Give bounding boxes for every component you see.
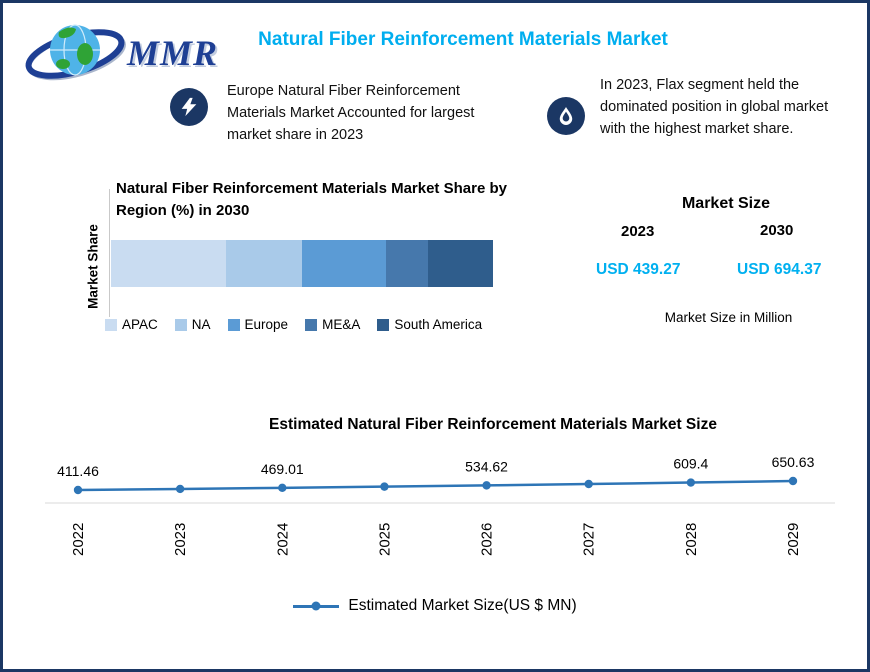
mmr-logo: MMR bbox=[23, 11, 223, 95]
legend-swatch bbox=[174, 318, 187, 331]
bar-segment-me-a bbox=[386, 240, 429, 287]
bar-segment-na bbox=[225, 240, 302, 287]
logo-text: MMR bbox=[127, 33, 219, 73]
data-point-2023 bbox=[175, 484, 185, 494]
x-axis-label: 2026 bbox=[479, 523, 496, 556]
legend-label: ME&A bbox=[322, 317, 361, 332]
data-point-2029 bbox=[788, 476, 798, 486]
bar-segment-apac bbox=[111, 240, 226, 287]
x-axis-label: 2025 bbox=[376, 523, 393, 556]
line-legend-label: Estimated Market Size(US $ MN) bbox=[348, 597, 577, 614]
data-label: 411.46 bbox=[57, 463, 99, 479]
data-label: 609.4 bbox=[673, 456, 708, 472]
data-label: 534.62 bbox=[465, 458, 508, 474]
line-chart-legend: Estimated Market Size(US $ MN) bbox=[3, 597, 867, 615]
data-point-2028 bbox=[686, 478, 696, 487]
legend-item: ME&A bbox=[305, 317, 360, 332]
legend-item: Europe bbox=[227, 317, 289, 332]
bar-chart-legend: APAC NA Europe ME&A South America bbox=[105, 317, 482, 332]
line-legend-dot bbox=[311, 601, 321, 611]
legend-swatch bbox=[105, 318, 117, 331]
legend-swatch bbox=[227, 318, 240, 331]
bar-chart-title: Natural Fiber Reinforcement Materials Ma… bbox=[116, 180, 507, 219]
data-point-2025 bbox=[380, 482, 389, 491]
market-size-note: Market Size in Million bbox=[664, 310, 793, 325]
legend-swatch bbox=[377, 318, 390, 331]
line-chart-title: Estimated Natural Fiber Reinforcement Ma… bbox=[269, 416, 717, 433]
x-axis-label: 2027 bbox=[581, 523, 598, 556]
water-drop-icon bbox=[547, 97, 585, 135]
market-size-year-2030: 2030 bbox=[760, 222, 794, 239]
x-axis-label: 2029 bbox=[785, 523, 802, 556]
callout-europe-share: Europe Natural Fiber Reinforcement Mater… bbox=[227, 83, 475, 143]
line-legend-marker bbox=[293, 601, 340, 611]
bar-segment-europe bbox=[301, 240, 387, 287]
stacked-bar bbox=[111, 240, 493, 287]
market-size-heading: Market Size bbox=[681, 195, 771, 212]
lightning-icon bbox=[170, 88, 208, 126]
line-series bbox=[77, 479, 793, 492]
legend-item: NA bbox=[174, 317, 211, 332]
bar-segment-south-america bbox=[428, 240, 493, 287]
market-size-value-2023: USD 439.27 bbox=[596, 261, 681, 278]
data-label: 469.01 bbox=[261, 461, 304, 477]
legend-item: South America bbox=[377, 317, 482, 332]
drop-glyph bbox=[559, 107, 573, 125]
callout-flax-segment: In 2023, Flax segment held the dominated… bbox=[600, 77, 829, 137]
legend-label: Europe bbox=[244, 317, 289, 332]
legend-item: APAC bbox=[105, 317, 158, 332]
data-label: 650.63 bbox=[772, 454, 815, 470]
globe-icon bbox=[25, 24, 126, 81]
line-chart-svg: 411.46 469.01 534.62 609.4 650.63 2022 2023 202… bbox=[45, 454, 835, 556]
data-point-2027 bbox=[584, 479, 593, 489]
lightning-glyph bbox=[181, 97, 197, 117]
x-axis-label: 2022 bbox=[70, 523, 87, 556]
data-point-2024 bbox=[278, 483, 287, 493]
market-size-value-2030: USD 694.37 bbox=[737, 261, 822, 278]
data-point-2022 bbox=[73, 485, 83, 495]
legend-label: NA bbox=[191, 317, 211, 332]
bar-chart-axis-line bbox=[109, 189, 110, 317]
market-size-year-2023: 2023 bbox=[621, 223, 655, 240]
x-axis-label: 2023 bbox=[172, 523, 189, 556]
legend-label: APAC bbox=[122, 317, 158, 332]
legend-label: South America bbox=[394, 317, 483, 332]
bar-chart-ylabel: Market Share bbox=[85, 224, 101, 309]
data-point-2026 bbox=[482, 481, 491, 490]
page-title: Natural Fiber Reinforcement Materials Ma… bbox=[258, 29, 668, 50]
x-axis-label: 2024 bbox=[274, 523, 291, 556]
legend-swatch bbox=[305, 318, 318, 331]
x-axis-label: 2028 bbox=[683, 523, 700, 556]
